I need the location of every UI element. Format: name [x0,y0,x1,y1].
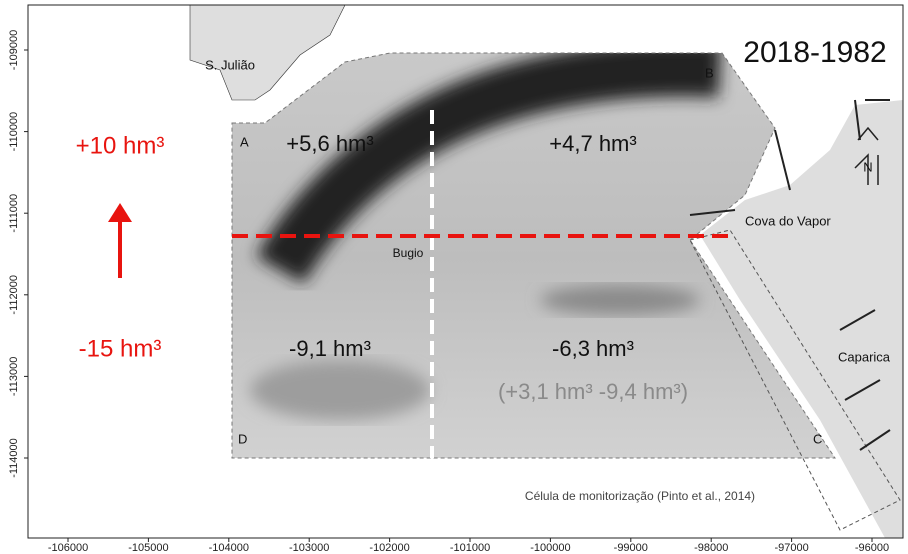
x-tick-label: -102000 [369,542,409,554]
volume-label: -6,3 hm³ [552,336,634,361]
shade [540,285,700,315]
map: N 2018-1982 A B C D S. Julião Bugio Cova… [0,0,908,554]
x-tick-label: -104000 [209,542,249,554]
x-tick-label: -97000 [774,542,808,554]
volume-label: -9,1 hm³ [289,336,371,361]
north-label: N [863,159,872,174]
volume-detail: (+3,1 hm³ -9,4 hm³) [498,379,688,404]
volume-label: +5,6 hm³ [286,131,373,156]
corner: D [238,431,247,446]
x-tick-label: -99000 [614,542,648,554]
y-tick-label: -110000 [8,112,20,152]
shade [250,360,430,420]
place-label: Bugio [393,246,424,260]
corner: C [813,431,822,446]
x-tick-label: -100000 [530,542,570,554]
cell-note: Célula de monitorização (Pinto et al., 2… [525,489,755,503]
place-label: Cova do Vapor [745,213,831,228]
y-tick-label: -111000 [8,194,20,233]
y-tick-label: -109000 [8,30,20,70]
corner: A [240,134,249,149]
x-tick-label: -106000 [48,542,88,554]
x-tick-label: -101000 [450,542,490,554]
y-tick-label: -112000 [8,275,20,315]
x-tick-label: -96000 [855,542,889,554]
y-tick-label: -113000 [8,357,20,397]
x-tick-label: -103000 [289,542,329,554]
title: 2018-1982 [743,36,886,69]
place-label: S. Julião [205,57,255,72]
y-tick-label: -114000 [8,438,20,478]
x-tick-label: -105000 [128,542,168,554]
total-label: +10 hm³ [76,132,165,159]
corner: B [705,65,714,80]
place-label: Caparica [838,349,891,364]
x-tick-label: -98000 [694,542,728,554]
volume-label: +4,7 hm³ [549,131,636,156]
total-label: -15 hm³ [79,335,162,362]
